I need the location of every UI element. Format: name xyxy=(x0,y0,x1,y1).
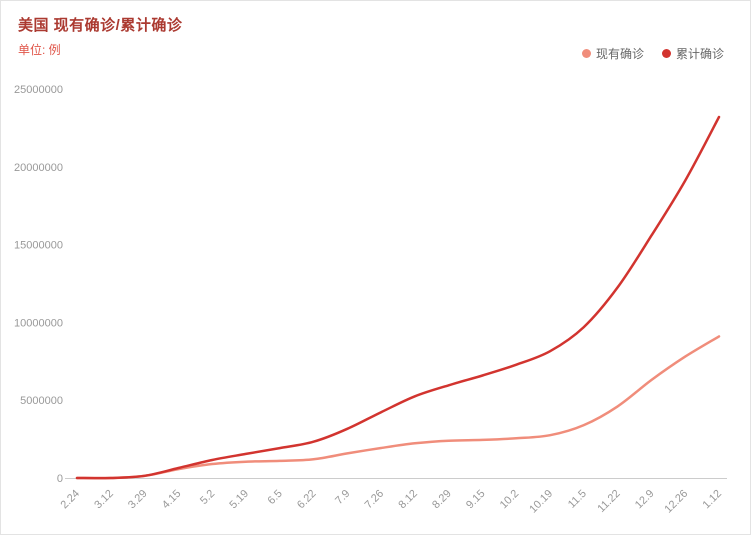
y-tick-label: 10000000 xyxy=(14,317,63,329)
x-tick-label: 12.9 xyxy=(633,488,657,512)
x-tick-label: 7.26 xyxy=(363,488,387,512)
x-tick-label: 11.22 xyxy=(595,488,622,515)
legend-item-current-confirmed[interactable]: 现有确诊 xyxy=(581,45,644,62)
legend-marker-cumulative-confirmed-icon xyxy=(661,49,671,58)
x-tick-label: 2.24 xyxy=(58,488,82,512)
x-tick-label: 8.12 xyxy=(396,488,420,512)
x-tick-label: 3.29 xyxy=(126,488,150,512)
x-tick-label: 10.19 xyxy=(527,488,555,516)
x-tick-label: 1.12 xyxy=(700,488,724,512)
series-line-1 xyxy=(75,115,721,480)
y-tick-label: 5000000 xyxy=(20,395,63,407)
x-tick-label: 6.22 xyxy=(295,488,319,512)
unit-label: 单位: 例 xyxy=(18,43,61,57)
x-tick-label: 9.15 xyxy=(464,488,488,512)
chart-title: 美国 现有确诊/累计确诊 xyxy=(18,17,183,34)
legend-marker-current-confirmed-icon xyxy=(581,49,591,58)
x-tick-label: 5.2 xyxy=(198,488,217,507)
y-tick-label: 25000000 xyxy=(14,84,63,96)
x-tick-label: 6.5 xyxy=(266,488,285,507)
y-tick-label: 0 xyxy=(57,473,63,485)
x-tick-label: 8.29 xyxy=(430,488,454,512)
legend-item-cumulative-confirmed[interactable]: 累计确诊 xyxy=(661,45,724,62)
x-tick-label: 3.12 xyxy=(92,488,116,512)
legend-label-cumulative-confirmed: 累计确诊 xyxy=(675,47,724,61)
legend-label-current-confirmed: 现有确诊 xyxy=(595,47,644,61)
x-tick-label: 4.15 xyxy=(160,488,184,512)
legend: 现有确诊 累计确诊 xyxy=(581,45,724,62)
x-tick-label: 11.5 xyxy=(566,488,589,511)
x-tick-label: 5.19 xyxy=(227,488,251,512)
y-tick-label: 20000000 xyxy=(14,162,63,174)
series-line-0 xyxy=(75,335,721,480)
x-tick-label: 12.26 xyxy=(662,488,690,516)
x-tick-label: 10.2 xyxy=(498,488,522,512)
y-tick-label: 15000000 xyxy=(14,240,63,252)
x-tick-label: 7.9 xyxy=(333,488,352,507)
